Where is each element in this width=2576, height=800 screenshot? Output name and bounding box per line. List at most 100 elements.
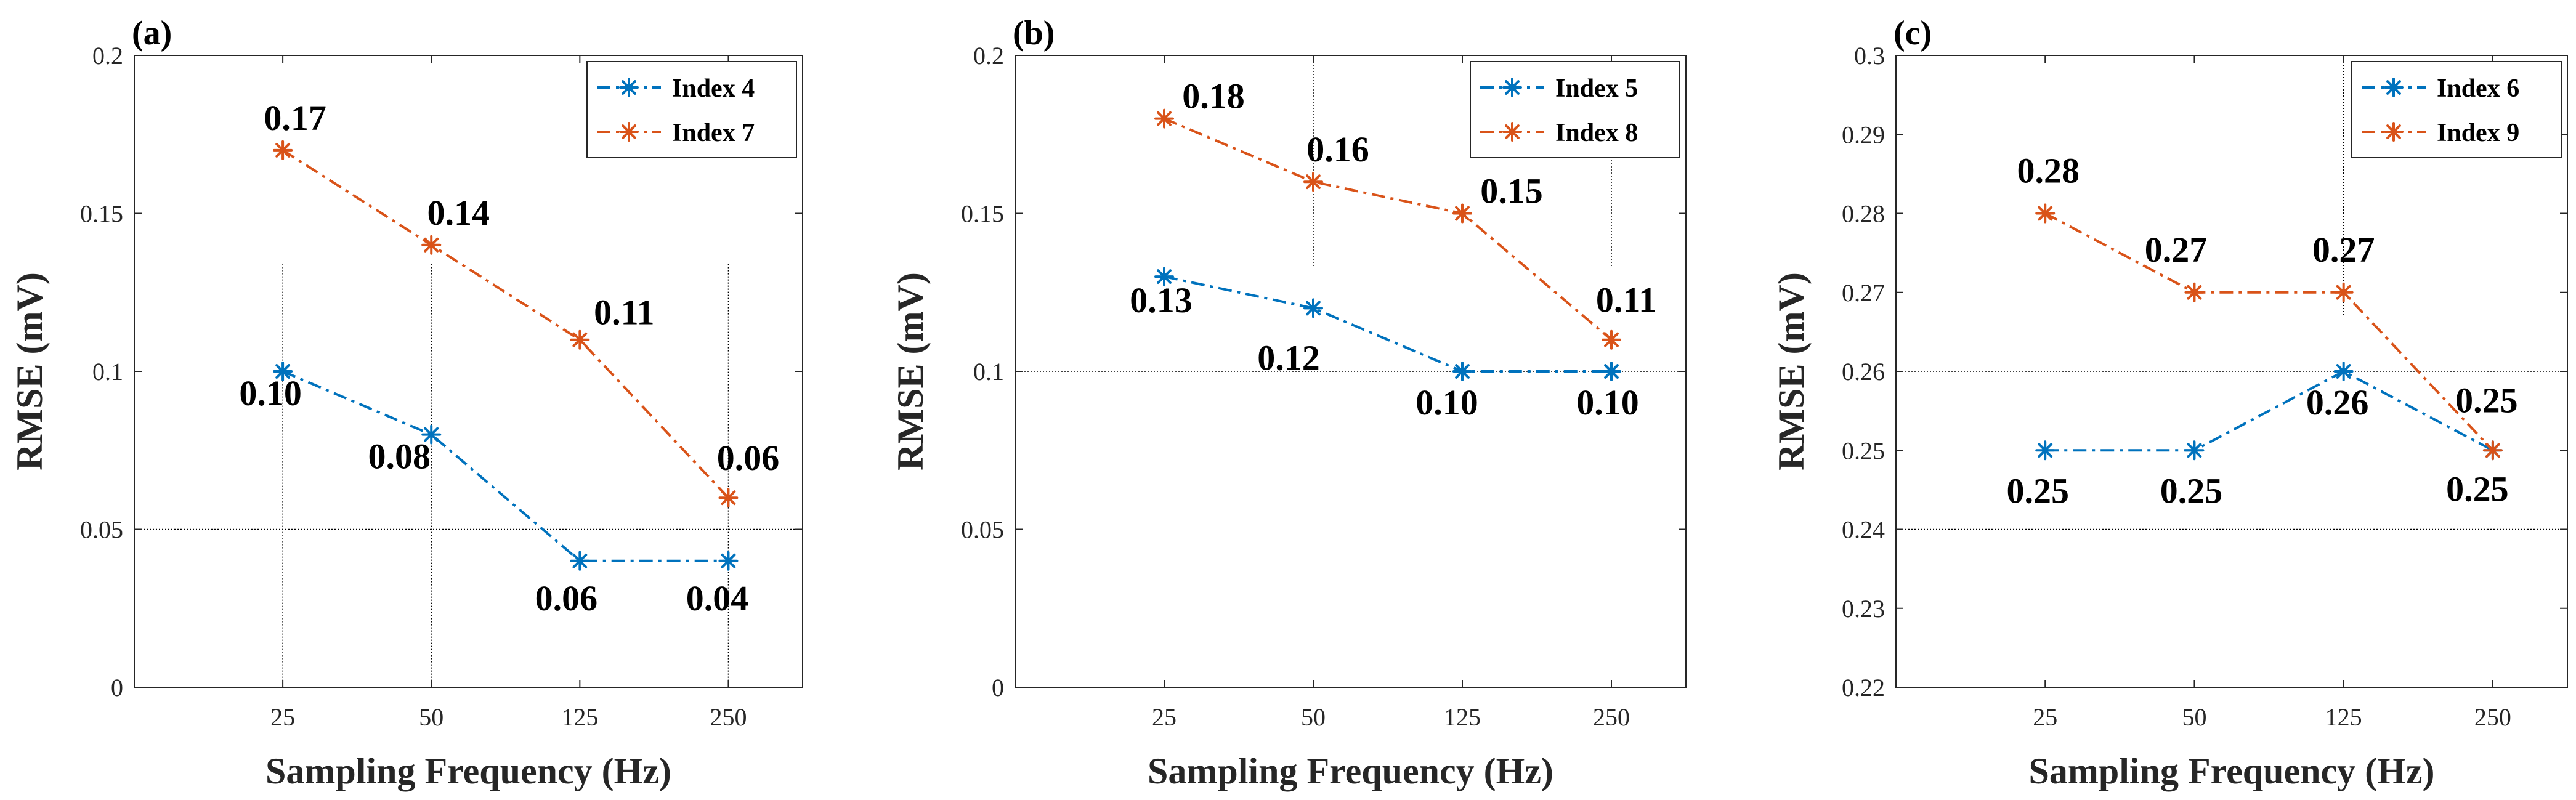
y-tick-label: 0.22: [1842, 674, 1885, 701]
y-axis-label: RMSE (mV): [9, 272, 50, 471]
data-label: 0.15: [1480, 171, 1543, 211]
data-label: 0.28: [2017, 151, 2080, 191]
data-point: [2482, 440, 2503, 461]
data-label: 0.18: [1182, 76, 1245, 116]
data-label: 0.06: [535, 578, 598, 618]
data-point: [2333, 282, 2354, 302]
legend-label: Index 4: [672, 75, 755, 103]
y-tick-label: 0.3: [1854, 42, 1885, 70]
data-label: 0.12: [1257, 337, 1320, 378]
data-label: 0.10: [1576, 382, 1639, 422]
data-point: [273, 140, 293, 160]
data-label: 0.13: [1130, 280, 1193, 320]
data-label: 0.25: [2006, 471, 2069, 511]
data-point: [1602, 329, 1621, 350]
y-tick-label: 0.27: [1842, 279, 1885, 307]
data-label: 0.25: [2455, 380, 2518, 420]
data-point: [1154, 267, 1174, 287]
y-tick-label: 0.24: [1842, 516, 1885, 544]
data-point: [1303, 172, 1323, 192]
x-tick-label: 25: [2033, 703, 2057, 731]
y-tick-label: 0.26: [1842, 358, 1885, 386]
legend-marker: [1502, 78, 1522, 97]
legend-marker: [619, 122, 639, 142]
x-tick-label: 25: [270, 703, 295, 731]
data-label: 0.25: [2446, 469, 2509, 509]
legend-label: Index 7: [672, 119, 755, 147]
y-axis-label: RMSE (mV): [1771, 272, 1812, 471]
data-label: 0.26: [2306, 382, 2369, 422]
data-label: 0.25: [2160, 471, 2223, 511]
data-label: 0.10: [1416, 382, 1478, 422]
x-tick-label: 125: [1444, 703, 1481, 731]
data-point: [1303, 298, 1323, 318]
x-axis-label: Sampling Frequency (Hz): [1148, 751, 1553, 791]
panel-label: (b): [1013, 14, 1055, 52]
data-label: 0.11: [594, 293, 654, 333]
x-tick-label: 250: [2474, 703, 2511, 731]
series-line-1: [282, 370, 729, 562]
chart-panel-3: 0.22 0.23 0.24 0.25 0.26 0.27 0.28 0.29 0.3 25 50 1…: [1771, 14, 2568, 791]
y-tick-label: 0.2: [92, 42, 123, 70]
data-point: [2184, 440, 2205, 461]
data-label: 0.16: [1306, 129, 1369, 169]
chart-panel-2: 0 0.05 0.1 0.15 0.2 25 50 125 250 Sampling Freque…: [890, 14, 1687, 791]
data-label: 0.10: [239, 373, 302, 413]
legend-marker: [2384, 122, 2404, 142]
data-point: [570, 551, 590, 571]
data-label: 0.14: [427, 193, 490, 233]
y-tick-label: 0.15: [80, 200, 123, 228]
data-point: [273, 362, 293, 381]
legend-marker: [619, 78, 639, 97]
x-tick-label: 50: [1301, 703, 1326, 731]
panel-label: (c): [1894, 14, 1932, 52]
legend: Index 5 Index 8: [1470, 61, 1680, 158]
data-label: 0.08: [368, 437, 431, 477]
x-tick-label: 50: [2182, 703, 2206, 731]
x-tick-label: 250: [710, 703, 747, 731]
data-point: [1154, 108, 1174, 129]
legend-label: Index 8: [1555, 119, 1638, 147]
y-tick-label: 0.05: [961, 516, 1004, 544]
y-tick-label: 0.1: [973, 358, 1004, 386]
legend-box: [586, 61, 797, 158]
series-line-1: [1164, 275, 1611, 373]
y-tick-label: 0: [992, 674, 1004, 701]
y-tick-label: 0.25: [1842, 437, 1885, 464]
data-point: [2035, 203, 2056, 224]
y-tick-label: 0: [111, 674, 123, 701]
y-tick-label: 0.29: [1842, 121, 1885, 148]
x-tick-label: 125: [2325, 703, 2362, 731]
series-line-2: [2044, 212, 2494, 451]
x-axis-label: Sampling Frequency (Hz): [2029, 751, 2435, 791]
y-tick-label: 0.1: [92, 358, 123, 386]
data-point: [1452, 203, 1472, 224]
data-point: [718, 488, 739, 508]
x-tick-label: 250: [1593, 703, 1630, 731]
legend-marker: [1502, 122, 1522, 142]
data-point: [2035, 440, 2056, 461]
data-point: [421, 235, 442, 255]
data-label: 0.06: [717, 438, 780, 478]
series-line-2: [282, 149, 729, 499]
y-tick-label: 0.2: [973, 42, 1004, 70]
legend: Index 6 Index 9: [2351, 61, 2562, 158]
legend-box: [2351, 61, 2562, 158]
legend-label: Index 9: [2437, 119, 2519, 147]
data-point: [1452, 362, 1472, 381]
data-point: [570, 329, 590, 350]
data-point: [718, 551, 739, 571]
y-tick-label: 0.23: [1842, 595, 1885, 623]
legend-marker: [2384, 78, 2404, 97]
data-label: 0.04: [686, 578, 749, 618]
data-point: [2184, 282, 2205, 302]
x-axis-label: Sampling Frequency (Hz): [265, 751, 671, 791]
legend: Index 4 Index 7: [586, 61, 797, 158]
plot-area: [134, 55, 803, 688]
panel-label: (a): [132, 14, 172, 52]
legend-box: [1470, 61, 1680, 158]
data-label: 0.27: [2312, 230, 2375, 270]
x-tick-label: 25: [1152, 703, 1177, 731]
data-point: [421, 424, 442, 445]
